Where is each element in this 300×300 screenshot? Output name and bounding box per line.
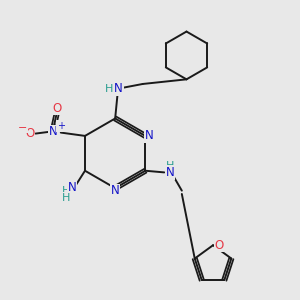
Text: +: + (57, 121, 65, 131)
Text: N: N (114, 82, 123, 95)
Text: H: H (62, 186, 70, 196)
Text: H: H (166, 161, 174, 171)
Text: H: H (105, 84, 114, 94)
Text: O: O (52, 101, 62, 115)
Text: N: N (145, 129, 154, 142)
Text: O: O (214, 239, 224, 252)
Text: N: N (166, 166, 175, 179)
Text: N: N (68, 181, 77, 194)
Text: O: O (25, 127, 34, 140)
Text: N: N (111, 184, 119, 197)
Text: N: N (49, 125, 58, 138)
Text: H: H (62, 193, 70, 203)
Text: −: − (18, 123, 27, 133)
